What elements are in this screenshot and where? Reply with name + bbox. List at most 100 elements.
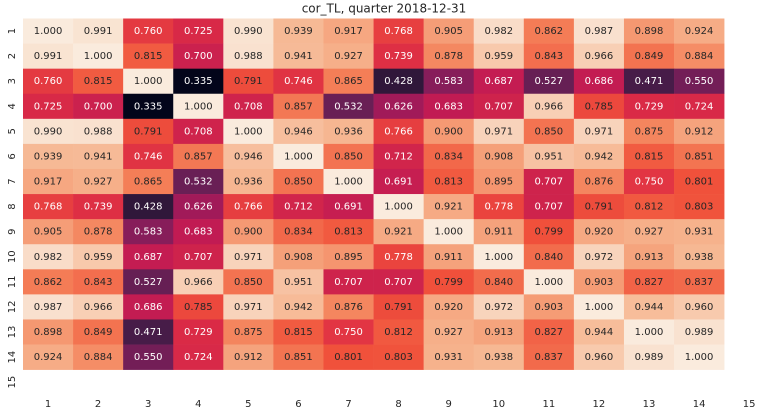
cell-label: 0.778 (484, 202, 513, 213)
heatmap-cell (423, 18, 475, 44)
heatmap-cell (73, 168, 124, 195)
heatmap-cell (323, 168, 374, 195)
cell-label: 0.471 (134, 327, 163, 338)
cell-label: 0.626 (384, 101, 413, 112)
cell-label: 0.428 (134, 202, 163, 213)
cell-label: 0.878 (84, 227, 113, 238)
cell-label: 1.000 (34, 26, 63, 37)
heatmap-cell (674, 143, 725, 170)
cell-label: 0.988 (84, 126, 113, 137)
heatmap-cell (123, 68, 174, 95)
heatmap-cell (623, 118, 675, 145)
cell-label: 0.707 (535, 202, 564, 213)
heatmap-cell (373, 18, 424, 44)
heatmap-cell (573, 93, 625, 120)
cell-label: 0.862 (34, 277, 63, 288)
heatmap-cell (173, 244, 224, 270)
cell-label: 0.944 (635, 302, 664, 313)
heatmap-cell (323, 244, 374, 270)
heatmap-cell (573, 118, 625, 145)
cell-label: 0.683 (434, 101, 463, 112)
x-tick-label: 13 (643, 399, 656, 410)
heatmap-cell (674, 294, 725, 320)
cell-label: 1.000 (384, 202, 413, 213)
heatmap-cell (173, 93, 224, 120)
cell-label: 0.989 (635, 352, 664, 363)
cell-label: 0.712 (284, 202, 313, 213)
heatmap-cell (573, 143, 625, 170)
cell-label: 0.760 (134, 26, 163, 37)
heatmap-cell (73, 18, 124, 44)
heatmap-cell (674, 68, 725, 95)
cell-label: 0.712 (384, 151, 413, 162)
x-tick-label: 6 (295, 399, 301, 410)
heatmap-cell (623, 93, 675, 120)
cell-label: 0.687 (134, 252, 163, 263)
cell-label: 0.750 (334, 327, 363, 338)
cell-label: 0.527 (134, 277, 163, 288)
y-tick-label: 12 (7, 301, 18, 314)
cell-label: 0.960 (585, 352, 614, 363)
cell-label: 0.791 (585, 202, 614, 213)
cell-label: 0.837 (535, 352, 564, 363)
cell-label: 0.750 (635, 177, 664, 188)
y-tick-label: 1 (7, 28, 18, 34)
x-tick-label: 12 (593, 399, 606, 410)
cell-label: 0.700 (184, 51, 213, 62)
heatmap-cell (323, 319, 374, 345)
cell-label: 0.927 (434, 327, 463, 338)
heatmap-cell (523, 68, 575, 95)
heatmap-cell (123, 18, 174, 44)
cell-label: 0.739 (384, 51, 413, 62)
heatmap-cell (623, 18, 675, 44)
y-tick-label: 5 (7, 128, 18, 134)
heatmap-cell (123, 344, 174, 370)
heatmap-cell (473, 344, 525, 370)
cell-label: 0.865 (334, 76, 363, 87)
heatmap-cell (373, 118, 424, 145)
heatmap-cell (423, 68, 475, 95)
y-tick-label: 14 (7, 351, 18, 364)
cell-label: 0.878 (434, 51, 463, 62)
heatmap-cell (223, 168, 274, 195)
heatmap-cell (23, 219, 74, 245)
heatmap-cell (323, 18, 374, 44)
cell-label: 0.843 (84, 277, 113, 288)
heatmap-cell (523, 219, 575, 245)
x-tick-label: 7 (345, 399, 351, 410)
heatmap-cell (73, 143, 124, 170)
heatmap-cell (73, 68, 124, 95)
cell-label: 0.785 (585, 101, 614, 112)
cell-label: 0.827 (535, 327, 564, 338)
heatmap-cell (223, 269, 274, 295)
cell-label: 0.966 (535, 101, 564, 112)
cell-label: 0.850 (234, 277, 263, 288)
cell-label: 0.707 (484, 101, 513, 112)
cell-label: 0.799 (434, 277, 463, 288)
cell-label: 0.900 (434, 126, 463, 137)
heatmap-cell (473, 194, 525, 220)
heatmap-cell (423, 93, 475, 120)
heatmap-cell (623, 168, 675, 195)
heatmap-cell (273, 18, 324, 44)
heatmap-cell (223, 319, 274, 345)
cell-label: 0.942 (284, 302, 313, 313)
cell-label: 1.000 (585, 302, 614, 313)
heatmap-cell (473, 244, 525, 270)
cell-label: 0.791 (234, 76, 263, 87)
heatmap-cell (323, 269, 374, 295)
heatmap-cell (123, 168, 174, 195)
cell-label: 0.840 (535, 252, 564, 263)
cell-label: 1.000 (434, 227, 463, 238)
heatmap-cell (23, 18, 74, 44)
cell-label: 0.683 (184, 227, 213, 238)
y-tick-label: 8 (7, 203, 18, 209)
heatmap-cell (73, 244, 124, 270)
cell-label: 0.335 (184, 76, 213, 87)
cell-label: 0.803 (384, 352, 413, 363)
y-tick-label: 10 (7, 250, 18, 263)
y-tick-label: 11 (7, 275, 18, 288)
cell-label: 0.884 (84, 352, 113, 363)
cell-label: 0.966 (184, 277, 213, 288)
cell-label: 0.987 (34, 302, 63, 313)
